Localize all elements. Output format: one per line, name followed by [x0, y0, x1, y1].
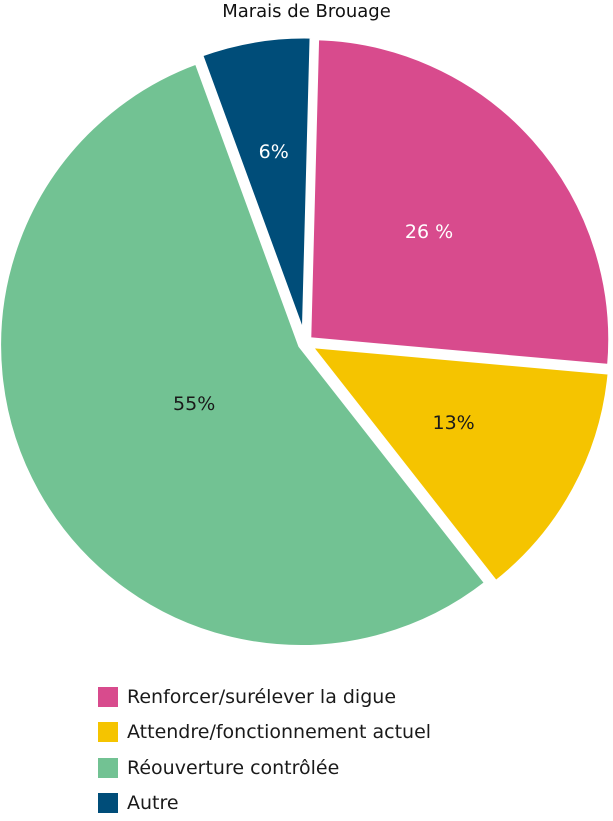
- legend-item: Renforcer/surélever la digue: [98, 679, 431, 715]
- legend-item: Attendre/fonctionnement actuel: [98, 715, 431, 751]
- legend-label: Attendre/fonctionnement actuel: [127, 721, 431, 743]
- legend: Renforcer/surélever la digue Attendre/fon…: [98, 679, 431, 821]
- legend-item: Autre: [98, 786, 431, 821]
- legend-swatch: [98, 687, 118, 707]
- legend-swatch: [98, 793, 118, 813]
- pie-slice-0: [309, 38, 611, 367]
- pie-chart: 26 % 13% 55% 6%: [0, 0, 613, 680]
- slice-label-2: 55%: [173, 393, 215, 415]
- legend-swatch: [98, 758, 118, 778]
- legend-swatch: [98, 722, 118, 742]
- legend-label: Autre: [127, 792, 179, 814]
- legend-item: Réouverture contrôlée: [98, 750, 431, 786]
- slice-label-1: 13%: [433, 412, 475, 434]
- slice-label-3: 6%: [259, 141, 289, 163]
- legend-label: Réouverture contrôlée: [127, 757, 339, 779]
- legend-label: Renforcer/surélever la digue: [127, 686, 396, 708]
- slice-label-0: 26 %: [405, 221, 453, 243]
